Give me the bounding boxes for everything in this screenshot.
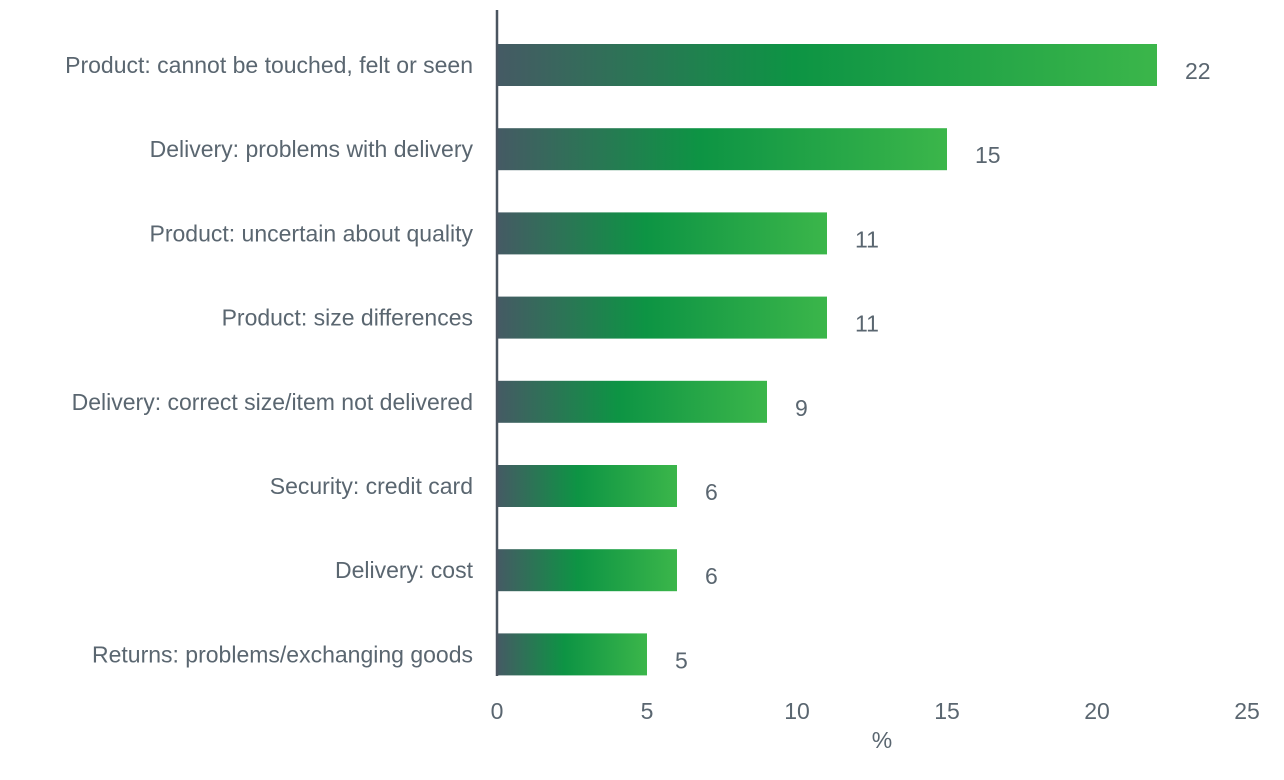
category-label: Delivery: correct size/item not delivere… (72, 389, 473, 415)
value-label: 5 (675, 647, 688, 673)
value-label: 22 (1185, 58, 1211, 84)
category-label: Product: cannot be touched, felt or seen (65, 52, 473, 78)
x-tick-label: 0 (491, 698, 504, 724)
x-axis-title: % (872, 727, 892, 753)
category-label: Returns: problems/exchanging goods (92, 641, 473, 667)
x-tick-label: 5 (641, 698, 654, 724)
category-labels: Product: cannot be touched, felt or seen… (65, 52, 473, 667)
category-label: Product: uncertain about quality (150, 220, 474, 246)
bar (497, 549, 677, 592)
x-tick-label: 25 (1234, 698, 1260, 724)
value-labels: 22 15 11 11 9 6 6 5 (675, 58, 1211, 673)
bars-group (497, 44, 1157, 676)
bar (497, 465, 677, 507)
category-label: Product: size differences (222, 305, 473, 331)
value-label: 6 (705, 563, 718, 589)
value-label: 11 (855, 226, 879, 252)
x-tick-label: 10 (784, 698, 810, 724)
value-label: 9 (795, 395, 808, 421)
category-label: Security: credit card (270, 473, 473, 499)
bar (497, 296, 827, 339)
category-label: Delivery: cost (335, 557, 474, 583)
x-tick-label: 15 (934, 698, 960, 724)
bar (497, 212, 827, 255)
value-label: 6 (705, 479, 718, 505)
x-tick-label: 20 (1084, 698, 1110, 724)
x-axis-ticks: 0 5 10 15 20 25 (491, 698, 1260, 724)
bar (497, 633, 647, 676)
value-label: 15 (975, 142, 1001, 168)
value-label: 11 (855, 311, 879, 337)
category-label: Delivery: problems with delivery (150, 136, 474, 162)
bar (497, 380, 767, 423)
bar (497, 44, 1157, 86)
bar (497, 128, 947, 171)
